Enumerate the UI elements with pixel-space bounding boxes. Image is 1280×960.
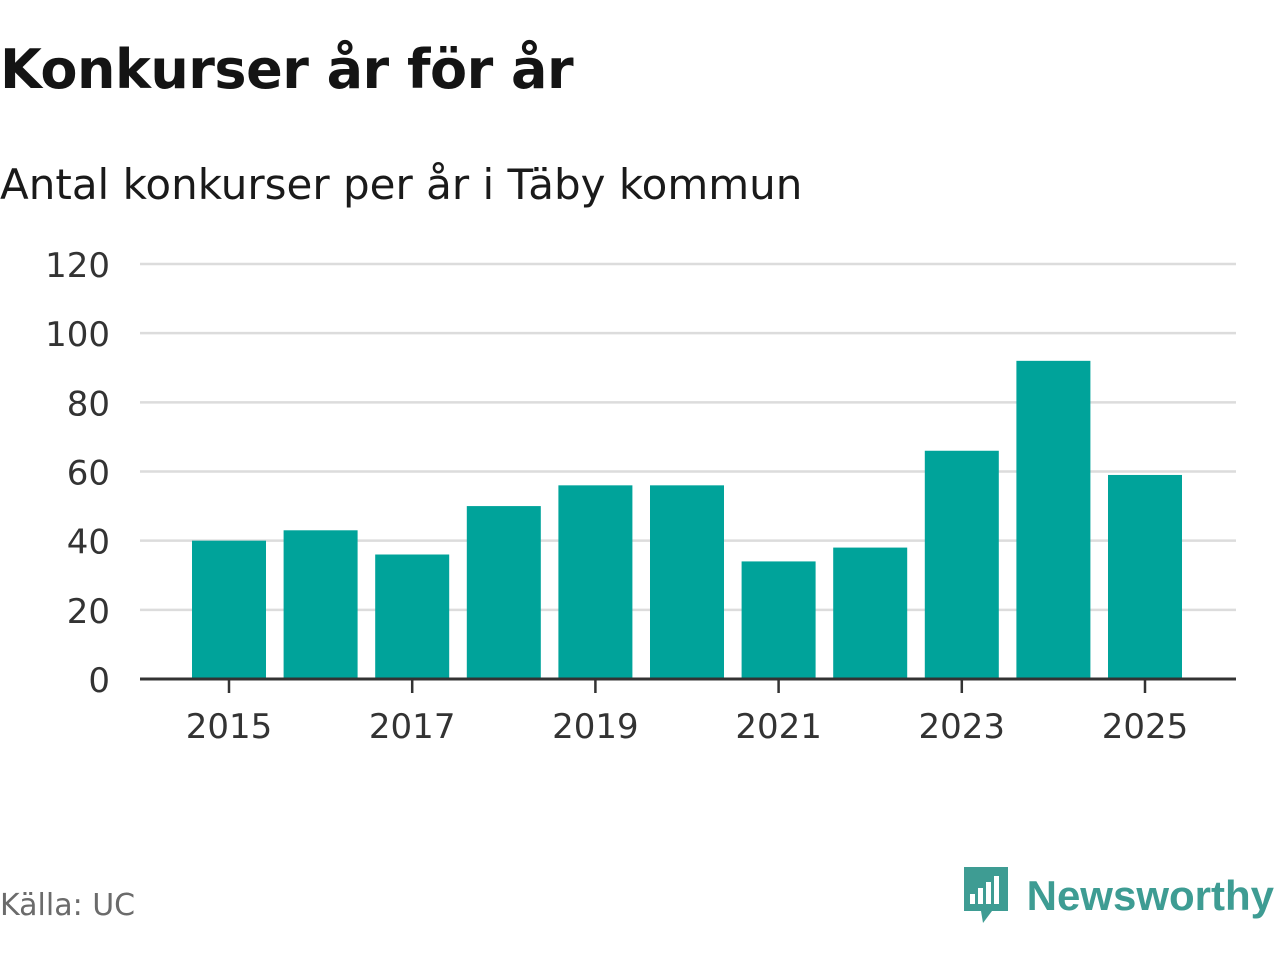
brand-logo[interactable]: Newsworthy: [961, 864, 1274, 928]
y-tick-label: 40: [67, 523, 110, 563]
bar-2020: [650, 485, 724, 679]
brand-name: Newsworthy: [1026, 872, 1274, 919]
y-tick-label: 20: [67, 592, 110, 632]
chart-subtitle: Antal konkurser per år i Täby kommun: [0, 160, 803, 209]
x-tick-label: 2025: [1102, 707, 1189, 747]
bar-2021: [741, 561, 816, 679]
y-tick-label: 0: [88, 661, 110, 701]
newsworthy-logo-icon: [963, 867, 1008, 923]
bar-2016: [283, 530, 358, 679]
bar-2015: [192, 540, 266, 679]
x-tick-label: 2015: [186, 707, 273, 747]
bar-2017: [375, 554, 450, 679]
x-tick-label: 2021: [735, 707, 822, 747]
x-tick-label: 2019: [552, 707, 639, 747]
bar-2018: [466, 506, 541, 679]
bar-2025: [1108, 474, 1182, 679]
y-tick-label: 120: [45, 246, 110, 286]
y-tick-label: 100: [45, 315, 110, 355]
bar-2019: [558, 485, 633, 679]
y-tick-label: 60: [67, 454, 110, 494]
y-axis-tick-labels: 0 20 40 60 80 100 120: [45, 246, 110, 701]
bar-2024: [1016, 360, 1091, 679]
bar-2023: [924, 450, 999, 679]
source-label: Källa: UC: [0, 888, 136, 923]
x-tick-label: 2017: [369, 707, 456, 747]
chart-title: Konkurser år för år: [0, 38, 574, 101]
bars: [192, 360, 1182, 679]
x-axis: 2015 2017 2019 2021 2023 2025: [140, 677, 1236, 747]
x-tick-label: 2023: [919, 707, 1006, 747]
bar-2022: [833, 547, 908, 679]
y-tick-label: 80: [67, 384, 110, 424]
